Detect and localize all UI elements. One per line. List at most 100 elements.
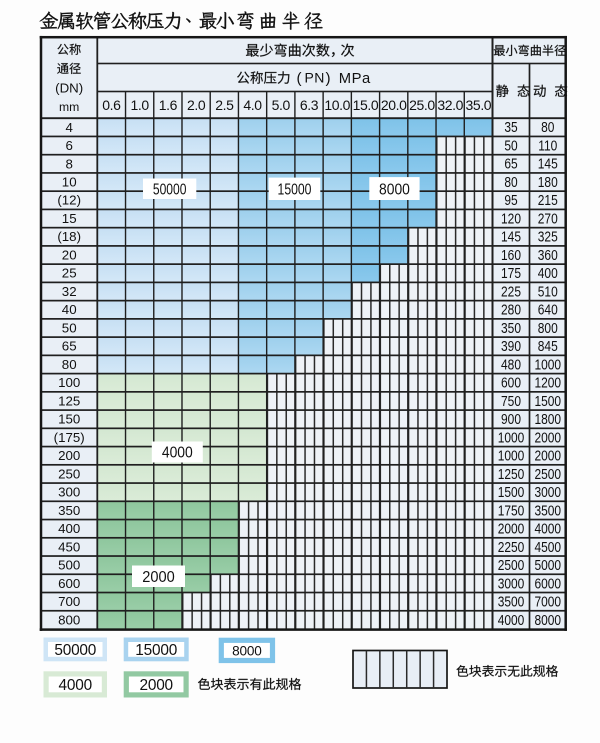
svg-text:350: 350 [501,320,521,336]
svg-text:8000: 8000 [232,643,262,658]
svg-text:8: 8 [65,156,72,171]
svg-text:4000: 4000 [59,677,92,694]
svg-text:15000: 15000 [135,642,177,659]
svg-text:450: 450 [58,539,80,554]
svg-text:7000: 7000 [534,593,561,609]
svg-text:2000: 2000 [142,568,175,586]
svg-text:145: 145 [501,229,521,245]
svg-text:6.3: 6.3 [300,97,319,113]
svg-text:325: 325 [538,229,558,245]
svg-text:65: 65 [504,156,517,172]
svg-text:125: 125 [58,393,80,408]
svg-text:25.0: 25.0 [409,97,435,113]
svg-text:250: 250 [58,466,80,481]
svg-text:35.0: 35.0 [466,97,492,113]
svg-text:6000: 6000 [534,575,561,591]
svg-text:510: 510 [538,283,558,299]
svg-text:600: 600 [58,576,80,591]
svg-text:5000: 5000 [534,557,561,573]
svg-text:700: 700 [58,594,80,609]
svg-text:40: 40 [62,302,77,317]
svg-text:1500: 1500 [498,484,525,500]
svg-text:mm: mm [59,100,79,114]
svg-text:50: 50 [504,137,517,153]
svg-text:(DN): (DN) [55,80,83,95]
svg-text:180: 180 [538,174,558,190]
svg-text:): ) [326,70,331,87]
svg-text:145: 145 [538,156,558,172]
svg-text:280: 280 [501,302,521,318]
svg-text:(18): (18) [57,229,81,244]
svg-text:80: 80 [504,174,517,190]
svg-text:4000: 4000 [498,612,525,628]
svg-text:1.6: 1.6 [159,97,178,113]
svg-text:270: 270 [538,210,558,226]
svg-text:200: 200 [58,448,80,463]
svg-text:400: 400 [58,521,80,536]
svg-text:640: 640 [538,302,558,318]
svg-text:390: 390 [501,338,521,354]
svg-text:1750: 1750 [498,502,525,518]
svg-text:MPa: MPa [339,71,371,87]
svg-text:50000: 50000 [54,642,96,659]
svg-text:10: 10 [62,175,77,190]
svg-text:800: 800 [538,320,558,336]
svg-text:150: 150 [58,412,80,427]
svg-text:1000: 1000 [498,429,525,445]
svg-text:50: 50 [62,320,77,335]
svg-text:32.0: 32.0 [437,97,463,113]
svg-text:2250: 2250 [498,539,525,555]
svg-text:1250: 1250 [498,466,525,482]
svg-text:3000: 3000 [534,484,561,500]
svg-text:300: 300 [58,485,80,500]
svg-text:480: 480 [501,356,521,372]
svg-text:4: 4 [65,120,72,135]
svg-text:(12): (12) [57,193,81,208]
svg-text:65: 65 [62,339,77,354]
svg-text:5.0: 5.0 [272,97,291,113]
svg-text:25: 25 [62,266,77,281]
svg-text:32: 32 [62,284,77,299]
svg-text:6: 6 [65,138,72,153]
svg-text:1200: 1200 [534,375,561,391]
svg-text:20.0: 20.0 [381,97,407,113]
svg-text:2.0: 2.0 [187,97,206,113]
svg-text:95: 95 [504,192,517,208]
svg-text:(: ( [297,70,302,87]
svg-text:15000: 15000 [278,181,312,199]
svg-text:175: 175 [501,265,521,281]
svg-text:160: 160 [501,247,521,263]
svg-text:225: 225 [501,283,521,299]
svg-text:120: 120 [501,210,521,226]
svg-text:215: 215 [538,192,558,208]
svg-text:400: 400 [538,265,558,281]
svg-text:4000: 4000 [162,445,193,462]
svg-text:15.0: 15.0 [353,97,379,113]
svg-text:1500: 1500 [534,393,561,409]
svg-text:80: 80 [62,357,77,372]
svg-text:2.5: 2.5 [215,97,234,113]
svg-text:(175): (175) [54,430,85,445]
svg-text:2000: 2000 [534,429,561,445]
svg-text:100: 100 [58,375,80,390]
svg-text:3000: 3000 [498,575,525,591]
svg-text:1000: 1000 [498,447,525,463]
svg-text:2000: 2000 [139,677,172,694]
svg-text:3500: 3500 [534,502,561,518]
svg-text:PN: PN [305,70,325,86]
svg-text:2000: 2000 [534,447,561,463]
svg-text:8000: 8000 [379,180,410,198]
svg-text:15: 15 [62,211,77,226]
svg-text:4.0: 4.0 [243,97,262,113]
svg-text:35: 35 [504,119,517,135]
svg-text:3500: 3500 [498,593,525,609]
svg-text:1.0: 1.0 [131,97,150,113]
svg-text:50000: 50000 [153,181,187,199]
svg-text:110: 110 [538,137,557,153]
svg-text:1800: 1800 [534,411,561,427]
svg-text:2000: 2000 [498,520,525,536]
svg-text:20: 20 [62,247,77,262]
svg-text:845: 845 [538,338,558,354]
svg-text:500: 500 [58,558,80,573]
svg-text:4000: 4000 [534,520,561,536]
